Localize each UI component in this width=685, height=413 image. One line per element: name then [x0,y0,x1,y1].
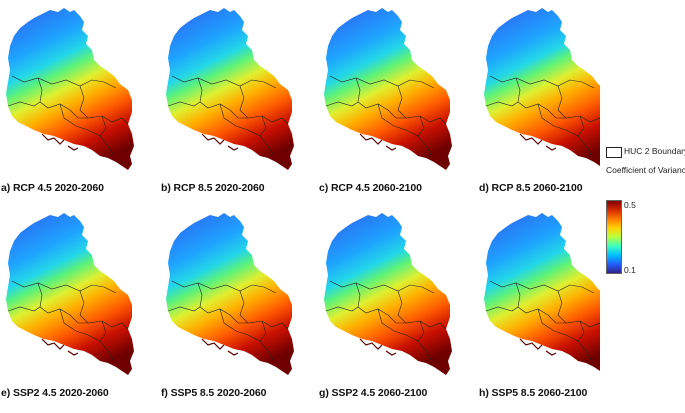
map-panel [166,8,294,170]
coastal-islands [201,133,239,151]
basin-raster [484,213,600,371]
huc2-boundary-line [577,115,593,157]
panel-label: c) RCP 4.5 2060-2100 [319,182,422,194]
huc2-boundary-line [239,85,289,125]
huc2-boundary-line [355,77,389,111]
huc2-boundary-line [417,320,433,362]
huc2-boundary-line [239,290,289,330]
coastal-islands [201,338,239,356]
huc2-boundary-line [79,290,129,330]
colorbar [606,200,622,274]
huc2-boundary-line [537,103,579,137]
basin-raster [166,213,294,375]
huc2-boundary-line [485,101,519,107]
huc2-boundary-line [79,85,129,125]
basin-raster [166,8,294,170]
map-grid [6,8,600,375]
huc2-boundary-line [99,115,115,157]
basin-raster [324,8,452,170]
basin-raster [324,213,452,375]
huc2-boundary-line [489,75,595,89]
huc2-boundary-line [489,280,595,294]
huc2-boundary-line [259,115,275,157]
huc2-boundary-line [219,103,261,137]
huc2-boundary-line [387,109,406,119]
coastal-islands [359,133,397,151]
panel-label: e) SSP2 4.5 2020-2060 [1,387,109,399]
huc2-boundary-line [547,314,566,324]
huc2-boundary-line [37,282,71,316]
huc2-boundary-line [547,109,566,119]
map-panel [324,8,452,170]
panel-label: h) SSP5 8.5 2060-2100 [479,387,588,399]
map-panel [324,213,452,375]
huc2-boundary-swatch [606,147,622,158]
huc2-boundary-line [167,101,201,107]
huc2-boundary-line [377,308,419,342]
huc2-boundary-line [167,306,201,312]
huc2-boundary-line [11,280,117,294]
map-panel [484,8,600,166]
huc2-boundary-line [219,308,261,342]
map-panel [166,213,294,375]
huc2-boundary-line [485,306,519,312]
huc2-boundary-label: HUC 2 Boundary [624,146,685,156]
huc2-boundary-line [7,101,41,107]
huc2-boundary-line [259,320,275,362]
huc2-boundary-line [37,77,71,111]
coastal-islands [359,338,397,356]
huc2-boundary-line [515,77,549,111]
huc2-boundary-line [417,115,433,157]
huc2-boundary-line [59,103,101,137]
huc2-boundary-line [171,75,277,89]
huc2-boundary-line [387,314,406,324]
basin-raster [6,8,134,170]
panel-label: b) RCP 8.5 2020-2060 [161,182,265,194]
huc2-boundary-line [69,314,88,324]
panel-label: g) SSP2 4.5 2060-2100 [319,387,428,399]
coastal-islands [41,338,79,356]
colorbar-min-label: 0.1 [624,265,636,275]
huc2-boundary-line [197,77,231,111]
coastal-islands [519,338,557,356]
huc2-boundary-line [557,85,600,123]
coastal-islands [519,133,557,151]
huc2-boundary-line [557,290,600,328]
huc2-boundary-line [537,308,579,342]
huc2-boundary-line [515,282,549,316]
huc2-boundary-line [355,282,389,316]
map-panel [6,8,134,170]
map-panel [6,213,134,375]
huc2-boundary-line [329,280,435,294]
coastal-islands [41,133,79,151]
huc2-boundary-line [171,280,277,294]
huc2-boundary-line [197,282,231,316]
huc2-boundary-line [99,320,115,362]
colorbar-title: Coefficient of Variance [606,165,685,175]
huc2-boundary-line [229,109,248,119]
huc2-boundary-line [325,101,359,107]
map-panel [484,213,600,371]
panel-label: f) SSP5 8.5 2020-2060 [161,387,267,399]
basin-raster [6,213,134,375]
huc2-boundary-line [7,306,41,312]
huc2-boundary-line [11,75,117,89]
huc2-boundary-line [397,290,447,330]
huc2-boundary-line [59,308,101,342]
huc2-boundary-line [69,109,88,119]
huc2-boundary-line [229,314,248,324]
panel-label: d) RCP 8.5 2060-2100 [479,182,583,194]
huc2-boundary-line [577,320,593,362]
huc2-boundary-line [325,306,359,312]
panel-label: a) RCP 4.5 2020-2060 [1,182,104,194]
basin-raster [484,8,600,166]
colorbar-max-label: 0.5 [624,200,636,210]
huc2-boundary-line [329,75,435,89]
huc2-boundary-line [377,103,419,137]
huc2-boundary-line [397,85,447,125]
